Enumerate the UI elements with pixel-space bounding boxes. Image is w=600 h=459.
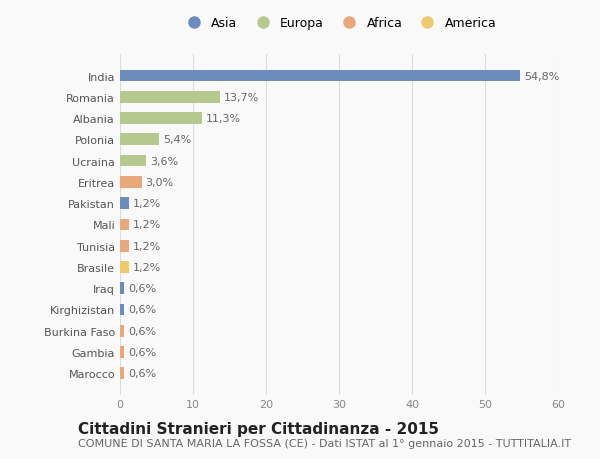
Text: 1,2%: 1,2% xyxy=(133,220,161,230)
Text: 1,2%: 1,2% xyxy=(133,199,161,209)
Bar xyxy=(120,368,124,379)
Text: 1,2%: 1,2% xyxy=(133,263,161,272)
Text: COMUNE DI SANTA MARIA LA FOSSA (CE) - Dati ISTAT al 1° gennaio 2015 - TUTTITALIA: COMUNE DI SANTA MARIA LA FOSSA (CE) - Da… xyxy=(78,438,571,448)
Bar xyxy=(120,198,129,209)
Bar xyxy=(120,71,520,82)
Text: 3,6%: 3,6% xyxy=(150,156,178,166)
Text: 13,7%: 13,7% xyxy=(224,93,259,102)
Bar xyxy=(120,134,160,146)
Bar xyxy=(120,177,142,188)
Bar xyxy=(120,219,129,231)
Bar xyxy=(120,92,220,103)
Text: 11,3%: 11,3% xyxy=(206,114,241,124)
Bar xyxy=(120,304,124,316)
Bar xyxy=(120,283,124,294)
Legend: Asia, Europa, Africa, America: Asia, Europa, Africa, America xyxy=(181,17,497,30)
Bar xyxy=(120,262,129,273)
Bar xyxy=(120,347,124,358)
Text: 0,6%: 0,6% xyxy=(128,305,156,315)
Text: 0,6%: 0,6% xyxy=(128,284,156,294)
Bar xyxy=(120,241,129,252)
Text: Cittadini Stranieri per Cittadinanza - 2015: Cittadini Stranieri per Cittadinanza - 2… xyxy=(78,421,439,436)
Bar xyxy=(120,156,146,167)
Text: 54,8%: 54,8% xyxy=(524,71,559,81)
Text: 1,2%: 1,2% xyxy=(133,241,161,251)
Bar xyxy=(120,113,202,125)
Text: 0,6%: 0,6% xyxy=(128,326,156,336)
Text: 0,6%: 0,6% xyxy=(128,347,156,357)
Text: 0,6%: 0,6% xyxy=(128,369,156,379)
Bar xyxy=(120,325,124,337)
Text: 5,4%: 5,4% xyxy=(163,135,191,145)
Text: 3,0%: 3,0% xyxy=(146,178,173,187)
